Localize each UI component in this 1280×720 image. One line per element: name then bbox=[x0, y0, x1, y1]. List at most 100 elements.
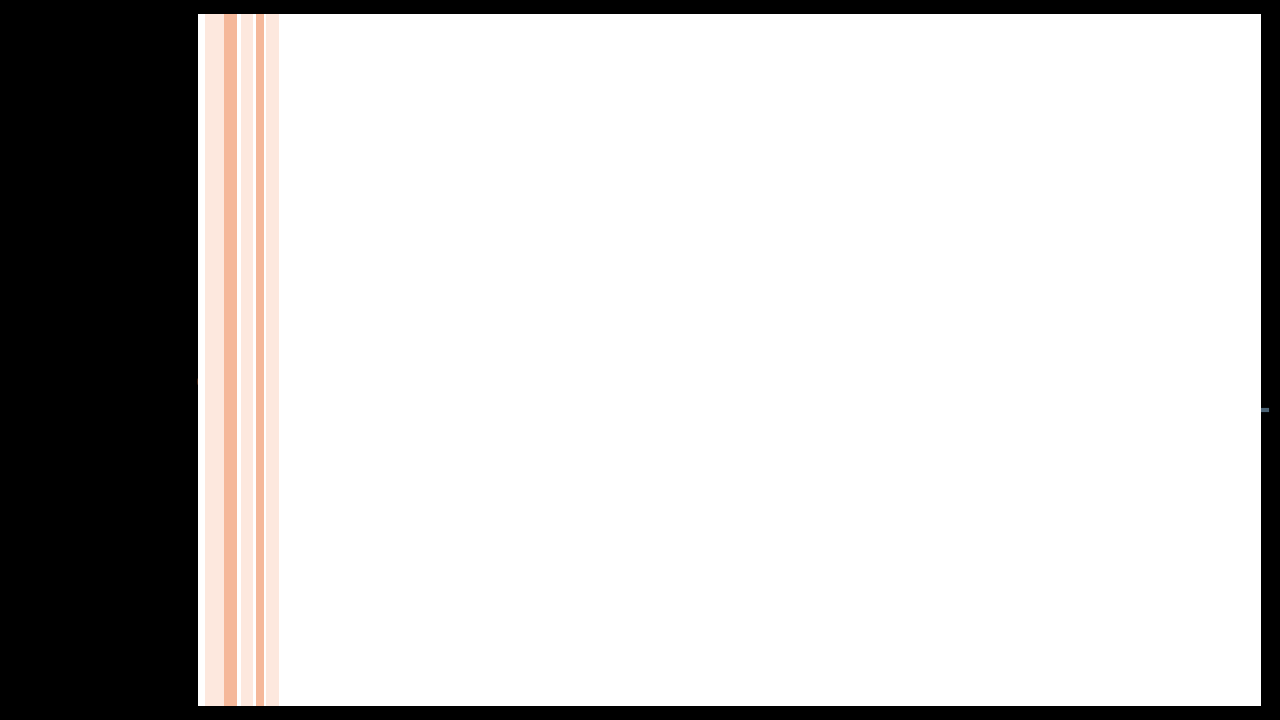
Text: −: − bbox=[979, 519, 987, 528]
Text: Electric Polarization: Electric Polarization bbox=[410, 126, 1011, 182]
Text: +: + bbox=[1001, 202, 1010, 212]
Ellipse shape bbox=[1032, 467, 1096, 482]
Ellipse shape bbox=[1032, 516, 1096, 531]
Ellipse shape bbox=[1032, 321, 1096, 336]
Text: −: − bbox=[1050, 616, 1057, 626]
Ellipse shape bbox=[1032, 297, 1096, 312]
Text: 2: 2 bbox=[429, 384, 444, 405]
Ellipse shape bbox=[961, 346, 1025, 361]
Text: Lecture with: Lecture with bbox=[429, 476, 586, 496]
Text: +: + bbox=[1001, 275, 1010, 285]
Text: −: − bbox=[1050, 372, 1057, 382]
Text: −: − bbox=[1050, 251, 1057, 261]
Ellipse shape bbox=[1032, 443, 1096, 459]
Ellipse shape bbox=[961, 369, 1025, 385]
Text: +: + bbox=[1071, 616, 1080, 626]
Text: +: + bbox=[1071, 226, 1080, 236]
Ellipse shape bbox=[961, 297, 1025, 312]
Ellipse shape bbox=[1032, 492, 1096, 507]
Text: +: + bbox=[1001, 323, 1010, 333]
Ellipse shape bbox=[1032, 346, 1096, 361]
Text: −: − bbox=[979, 421, 987, 431]
Ellipse shape bbox=[1032, 248, 1096, 263]
Text: +: + bbox=[1071, 300, 1080, 309]
Text: +: + bbox=[1001, 348, 1010, 358]
Text: −: − bbox=[979, 202, 987, 212]
Bar bbox=[941, 194, 956, 634]
Text: Polarized molecules: Polarized molecules bbox=[960, 662, 1097, 676]
Text: −: − bbox=[979, 446, 987, 456]
Text: −: − bbox=[1050, 323, 1057, 333]
Text: +: + bbox=[1001, 251, 1010, 261]
Text: −: − bbox=[1050, 519, 1057, 528]
Ellipse shape bbox=[1032, 369, 1096, 385]
Ellipse shape bbox=[1032, 199, 1096, 215]
Ellipse shape bbox=[1032, 541, 1096, 556]
Text: important answers: important answers bbox=[429, 521, 666, 541]
Ellipse shape bbox=[961, 492, 1025, 507]
Text: +: + bbox=[1001, 470, 1010, 480]
Text: +: + bbox=[1071, 348, 1080, 358]
Circle shape bbox=[198, 335, 365, 428]
Ellipse shape bbox=[1032, 272, 1096, 287]
Text: +: + bbox=[1071, 592, 1080, 602]
Ellipse shape bbox=[961, 443, 1025, 459]
Ellipse shape bbox=[1032, 613, 1096, 629]
Ellipse shape bbox=[961, 565, 1025, 580]
Text: +: + bbox=[1071, 421, 1080, 431]
Text: +: + bbox=[1071, 495, 1080, 505]
Text: −: − bbox=[979, 567, 987, 577]
Text: −: − bbox=[979, 495, 987, 505]
Text: −: − bbox=[979, 226, 987, 236]
Ellipse shape bbox=[961, 589, 1025, 605]
Text: −: − bbox=[979, 300, 987, 309]
Text: −: − bbox=[1050, 226, 1057, 236]
Ellipse shape bbox=[961, 613, 1025, 629]
Text: +: + bbox=[1071, 446, 1080, 456]
Text: +: + bbox=[1071, 202, 1080, 212]
Text: −: − bbox=[1050, 592, 1057, 602]
Ellipse shape bbox=[1032, 589, 1096, 605]
Ellipse shape bbox=[961, 394, 1025, 410]
Text: −: − bbox=[979, 470, 987, 480]
Text: −: − bbox=[1050, 421, 1057, 431]
Text: of dielectric: of dielectric bbox=[410, 216, 764, 272]
Text: +: + bbox=[1071, 275, 1080, 285]
Text: −: − bbox=[1050, 397, 1057, 407]
Ellipse shape bbox=[1032, 394, 1096, 410]
Text: +: + bbox=[1001, 592, 1010, 602]
Text: −: − bbox=[1050, 470, 1057, 480]
Ellipse shape bbox=[961, 223, 1025, 239]
Text: −: − bbox=[1050, 275, 1057, 285]
Text: Physics: Physics bbox=[429, 431, 522, 451]
Text: +: + bbox=[1071, 519, 1080, 528]
Circle shape bbox=[282, 444, 379, 499]
Ellipse shape bbox=[961, 516, 1025, 531]
Text: ELECTROSTATICS: ELECTROSTATICS bbox=[429, 294, 596, 313]
Ellipse shape bbox=[961, 541, 1025, 556]
Text: −: − bbox=[979, 592, 987, 602]
Text: Charge: Charge bbox=[1129, 159, 1179, 173]
Ellipse shape bbox=[961, 199, 1025, 215]
Circle shape bbox=[407, 436, 425, 446]
Text: +: + bbox=[1001, 446, 1010, 456]
Text: Electric field: Electric field bbox=[829, 432, 924, 446]
Text: −: − bbox=[979, 323, 987, 333]
Text: nd: nd bbox=[451, 381, 468, 394]
Text: +: + bbox=[1071, 323, 1080, 333]
Text: +Q: +Q bbox=[919, 191, 950, 209]
Ellipse shape bbox=[961, 418, 1025, 434]
Text: −: − bbox=[1050, 202, 1057, 212]
Text: −: − bbox=[979, 616, 987, 626]
Text: −: − bbox=[1050, 446, 1057, 456]
Text: −: − bbox=[979, 543, 987, 553]
Text: +: + bbox=[1001, 543, 1010, 553]
Text: −: − bbox=[979, 348, 987, 358]
Circle shape bbox=[289, 525, 312, 538]
Text: −: − bbox=[979, 372, 987, 382]
Text: +: + bbox=[1001, 567, 1010, 577]
Text: −: − bbox=[1050, 495, 1057, 505]
Text: +: + bbox=[1001, 421, 1010, 431]
Text: −: − bbox=[979, 397, 987, 407]
Text: year: year bbox=[471, 384, 535, 405]
